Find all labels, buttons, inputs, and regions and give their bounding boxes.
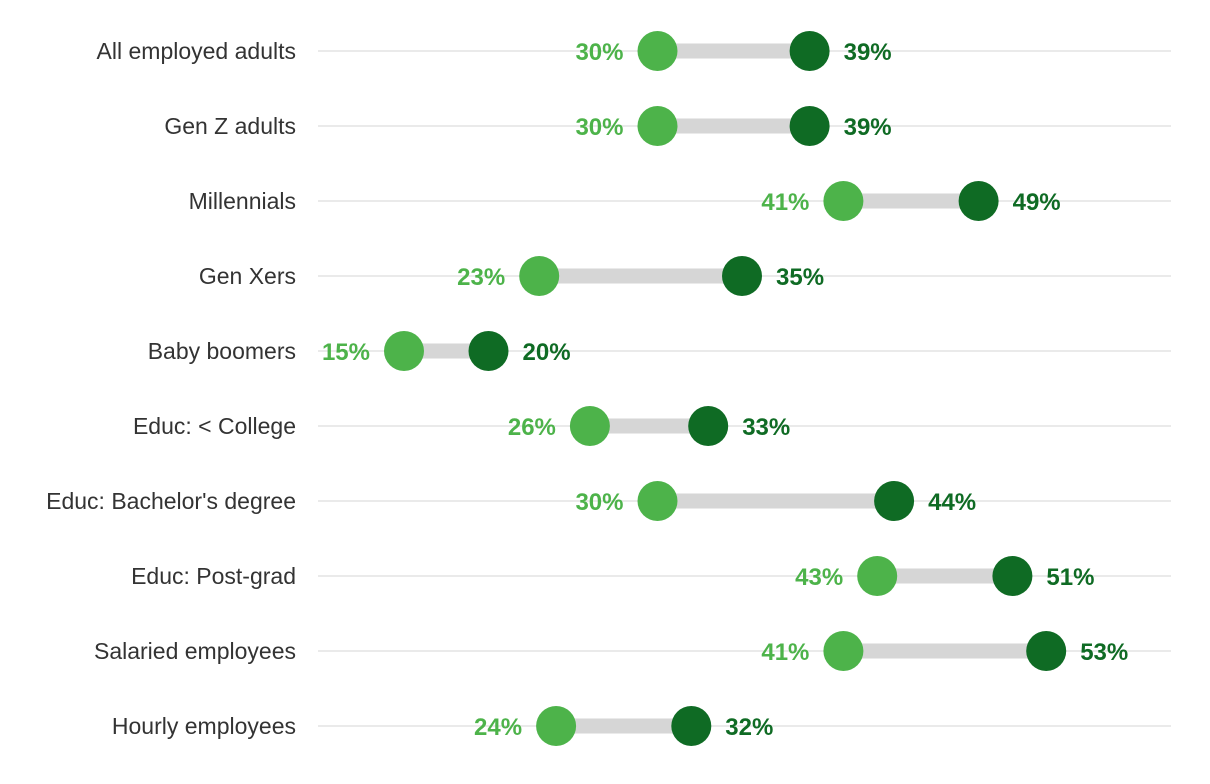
category-label: All employed adults bbox=[97, 38, 296, 64]
dot-low bbox=[637, 106, 678, 146]
value-label-low: 43% bbox=[795, 564, 843, 591]
dot-low bbox=[823, 631, 864, 671]
category-label: Salaried employees bbox=[94, 638, 296, 664]
dot-high bbox=[468, 331, 509, 371]
dot-high bbox=[1026, 631, 1067, 671]
connectors bbox=[404, 43, 1047, 734]
dot-high bbox=[688, 406, 729, 446]
value-label-high: 20% bbox=[523, 339, 571, 366]
dot-low bbox=[823, 181, 864, 221]
value-label-low: 41% bbox=[761, 189, 809, 216]
value-label-high: 53% bbox=[1080, 639, 1128, 666]
dot-low bbox=[569, 406, 610, 446]
value-label-low: 23% bbox=[457, 264, 505, 291]
value-label-low: 15% bbox=[322, 339, 370, 366]
dot-low bbox=[519, 256, 560, 296]
dot-high bbox=[789, 106, 830, 146]
value-label-low: 30% bbox=[575, 114, 623, 141]
value-label-low: 24% bbox=[474, 714, 522, 741]
value-label-low: 26% bbox=[508, 414, 556, 441]
category-label: Educ: < College bbox=[133, 413, 296, 439]
value-label-low: 30% bbox=[575, 489, 623, 516]
dot-high bbox=[958, 181, 999, 221]
dot-low bbox=[637, 481, 678, 521]
dot-high bbox=[722, 256, 762, 296]
value-label-low: 41% bbox=[761, 639, 809, 666]
category-label: Gen Z adults bbox=[164, 113, 296, 139]
dot-high bbox=[671, 706, 712, 746]
dot-low bbox=[637, 31, 678, 71]
value-label-high: 39% bbox=[844, 114, 892, 141]
category-label: Educ: Post-grad bbox=[131, 563, 296, 589]
dots bbox=[384, 31, 1067, 746]
category-label: Millennials bbox=[189, 188, 296, 214]
category-label: Gen Xers bbox=[199, 263, 296, 289]
value-label-high: 33% bbox=[742, 414, 790, 441]
value-label-high: 39% bbox=[844, 39, 892, 66]
labels: All employed adults 30% 39% Gen Z adults 30%… bbox=[46, 38, 1128, 741]
category-label: Hourly employees bbox=[112, 713, 296, 739]
value-label-high: 49% bbox=[1013, 189, 1061, 216]
dot-low bbox=[536, 706, 577, 746]
dot-high bbox=[789, 31, 830, 71]
value-label-high: 35% bbox=[776, 264, 824, 291]
gridlines bbox=[318, 50, 1171, 727]
category-label: Educ: Bachelor's degree bbox=[46, 488, 296, 514]
dot-low bbox=[857, 556, 898, 596]
value-label-high: 44% bbox=[928, 489, 976, 516]
dot-high bbox=[874, 481, 915, 521]
value-label-high: 32% bbox=[725, 714, 773, 741]
value-label-high: 51% bbox=[1046, 564, 1094, 591]
value-label-low: 30% bbox=[575, 39, 623, 66]
category-label: Baby boomers bbox=[148, 338, 296, 364]
dot-low bbox=[384, 331, 424, 371]
dot-high bbox=[992, 556, 1033, 596]
